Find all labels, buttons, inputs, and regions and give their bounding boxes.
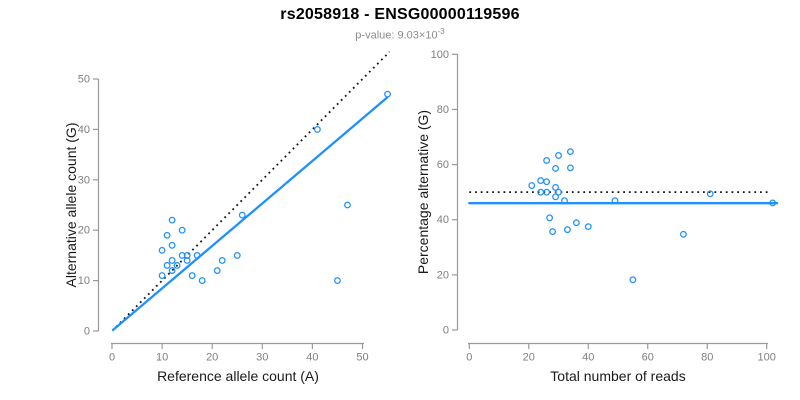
data-point <box>552 165 559 172</box>
data-point <box>706 190 714 198</box>
data-point <box>163 262 171 269</box>
data-point <box>384 90 391 98</box>
data-point <box>213 267 221 274</box>
data-point <box>193 251 201 259</box>
data-point <box>769 199 777 207</box>
y-tick-label: 60 <box>437 159 449 171</box>
data-point <box>173 262 181 269</box>
y-tick-label: 40 <box>78 124 90 136</box>
data-point <box>537 177 545 184</box>
data-point <box>566 164 574 172</box>
x-axis-label-right: Total number of reads <box>550 368 685 384</box>
data-point <box>555 152 562 159</box>
y-tick-label: 20 <box>78 225 90 237</box>
x-tick-label: 20 <box>206 352 218 364</box>
y-tick-label: 0 <box>443 325 449 337</box>
x-tick-label: 20 <box>523 352 535 364</box>
x-tick-label: 50 <box>356 352 368 364</box>
panels-group: 0 10 20 30 40 50 0 10 20 30 40 50 0 20 40 60 80 100 0 20 40 6… <box>78 49 779 364</box>
data-point <box>238 211 246 219</box>
data-point <box>555 188 562 196</box>
data-point <box>572 219 580 227</box>
y-tick-label: 50 <box>78 74 90 86</box>
data-point <box>158 272 166 279</box>
data-point <box>566 148 574 156</box>
data-point <box>168 267 176 274</box>
data-point <box>178 226 186 234</box>
y-tick-label: 100 <box>431 49 449 61</box>
x-tick-label: 40 <box>582 352 594 364</box>
y-tick-label: 20 <box>437 269 449 281</box>
y-axis-label-right: Percentage alternative (G) <box>415 110 431 274</box>
x-tick-label: 0 <box>109 352 115 364</box>
panel-percentage-vs-reads: 0 20 40 60 80 100 0 20 40 60 80 100 <box>431 49 779 364</box>
data-point <box>344 201 351 209</box>
y-tick-label: 30 <box>78 174 90 186</box>
data-point <box>543 157 551 164</box>
data-point <box>198 277 206 285</box>
x-tick-label: 60 <box>642 352 654 364</box>
y-tick-label: 0 <box>84 326 90 338</box>
x-tick-label: 30 <box>256 352 268 364</box>
pvalue-text: p-value: 9.03×10 <box>355 29 438 42</box>
data-point <box>543 178 551 186</box>
panel-allele-counts: 0 10 20 30 40 50 0 10 20 30 40 50 <box>78 51 391 364</box>
pvalue-subtitle: p-value: 9.03×10-3 <box>0 27 800 42</box>
data-point <box>158 246 166 254</box>
data-point <box>549 228 556 236</box>
data-point <box>313 125 321 133</box>
x-tick-label: 80 <box>701 352 713 364</box>
data-point <box>168 241 176 249</box>
x-tick-label: 100 <box>758 352 776 364</box>
data-point <box>584 223 592 231</box>
chart-title: rs2058918 - ENSG00000119596 <box>280 6 520 23</box>
data-point <box>528 182 536 189</box>
data-point <box>183 251 191 259</box>
data-point <box>334 277 341 285</box>
y-tick-label: 40 <box>437 214 449 226</box>
x-tick-label: 0 <box>466 352 472 364</box>
data-point <box>680 230 687 238</box>
data-point <box>564 226 571 234</box>
data-point <box>168 216 176 224</box>
data-point <box>546 214 554 222</box>
y-tick-label: 10 <box>78 275 90 287</box>
data-point <box>168 257 176 264</box>
x-axis-label-left: Reference allele count (A) <box>157 368 319 384</box>
fit-line <box>111 96 389 332</box>
data-point <box>561 197 568 205</box>
data-point <box>543 188 551 196</box>
data-point <box>163 231 171 239</box>
x-tick-label: 10 <box>156 352 168 364</box>
data-point <box>552 193 559 201</box>
x-tick-label: 40 <box>306 352 318 364</box>
data-point <box>629 276 637 284</box>
pvalue-exponent: -3 <box>437 27 445 36</box>
data-point <box>218 257 226 264</box>
data-point <box>552 184 559 191</box>
identity-line <box>115 51 391 328</box>
data-point <box>188 272 196 279</box>
y-tick-label: 80 <box>437 104 449 116</box>
y-axis-label-left: Alternative allele count (G) <box>63 123 79 288</box>
data-point <box>233 251 241 259</box>
data-point <box>611 197 619 205</box>
